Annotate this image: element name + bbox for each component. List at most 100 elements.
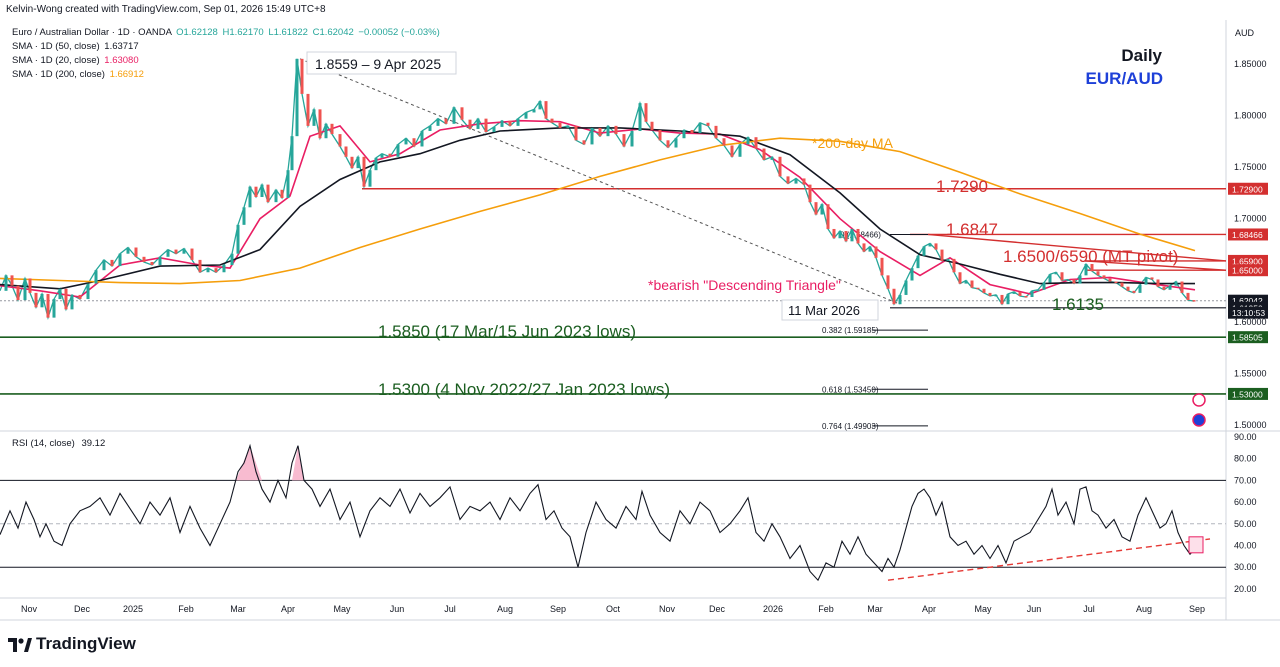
time-tick-label: Sep (550, 604, 566, 614)
candle-body (260, 184, 264, 197)
candle-body (1018, 291, 1022, 296)
candle-body (1054, 272, 1058, 275)
sma200-value: 1.66912 (109, 69, 144, 80)
candle-body (778, 156, 782, 177)
rsi-label: RSI (14, close) (12, 438, 75, 449)
candle-body (290, 136, 294, 171)
candle-body (452, 107, 456, 124)
currency-label[interactable]: AUD (1235, 28, 1255, 38)
candle-body (356, 156, 360, 169)
candle-body (1036, 289, 1040, 292)
pivot-annotation: 1.6500/6590 (MT pivot) (1003, 247, 1178, 266)
candle-body (126, 247, 130, 254)
rsi-overbought-fill (292, 445, 304, 481)
candle-body (174, 249, 178, 254)
price-tag-label: 1.65900 (1232, 256, 1263, 266)
time-tick-label: May (333, 604, 351, 614)
candle-body (1030, 290, 1034, 298)
candle-body (70, 294, 74, 310)
candle-body (1084, 264, 1088, 276)
candle-body (286, 170, 290, 199)
resistance-16847-annotation: 1.6847 (946, 220, 998, 239)
sma200-legend[interactable]: SMA · 1D (200, close) 1.66912 (12, 69, 144, 80)
candle-body (928, 243, 932, 247)
rsi-tick-label: 70.00 (1234, 475, 1257, 485)
sma50-legend[interactable]: SMA · 1D (50, close) 1.63717 (12, 41, 139, 52)
candle-body (16, 285, 20, 301)
candle-body (318, 109, 322, 139)
rsi-tick-label: 20.00 (1234, 584, 1257, 594)
candle-body (714, 125, 718, 139)
candle-body (850, 228, 854, 242)
price-line (0, 58, 1195, 320)
candle-body (606, 125, 610, 137)
candle-body (820, 204, 824, 215)
candle-body (690, 129, 694, 134)
candle-body (988, 292, 992, 296)
price-tag-label: 1.72900 (1232, 184, 1263, 194)
candle-body (368, 170, 372, 187)
candle-body (230, 253, 234, 266)
candle-body (492, 126, 496, 133)
candle-body (266, 184, 270, 203)
candle-body (34, 292, 38, 308)
candle-body (324, 123, 328, 139)
candle-body (698, 122, 702, 134)
candle-body (1162, 286, 1166, 290)
candle-body (524, 112, 528, 119)
candle-body (134, 247, 138, 257)
candle-body (1060, 272, 1064, 281)
time-tick-label: May (974, 604, 992, 614)
date-label-box (781, 299, 879, 321)
candle-body (306, 93, 310, 126)
candle-body (934, 243, 938, 250)
time-tick-label: Jul (1083, 604, 1095, 614)
candle-body (404, 138, 408, 145)
countdown-label: 13:10:53 (1232, 308, 1265, 318)
candle-body (666, 140, 670, 148)
candle-body (396, 144, 400, 157)
candle-body (550, 118, 554, 123)
candle-body (946, 258, 950, 261)
candle-body (198, 259, 202, 273)
candle-body (1192, 300, 1196, 302)
symbol-title: EUR/AUD (1085, 69, 1163, 88)
price-tick-label: 1.70000 (1234, 214, 1267, 224)
candle-body (574, 125, 578, 141)
candle-body (598, 127, 602, 137)
rsi-highlight-box (1188, 536, 1204, 554)
candle-body (1042, 282, 1046, 290)
support-16135-annotation: 1.6135 (1052, 295, 1104, 314)
instrument-legend: Euro / Australian Dollar · 1D · OANDA O1… (12, 27, 440, 38)
candle-body (1108, 278, 1112, 282)
sma20-legend[interactable]: SMA · 1D (20, close) 1.63080 (12, 55, 139, 66)
rsi-tick-label: 80.00 (1234, 454, 1257, 464)
candle-body (892, 288, 896, 305)
candle-body (344, 146, 348, 157)
candle-body (428, 125, 432, 132)
candle-body (762, 148, 766, 160)
candle-body (1066, 279, 1070, 281)
candle-body (880, 257, 884, 276)
peak-trendline (299, 58, 901, 305)
price-tag (1228, 228, 1268, 241)
candle-body (248, 186, 252, 208)
sma200-line (0, 137, 1196, 285)
candle-body (970, 280, 974, 288)
candle-body (630, 131, 634, 147)
candle-body (1114, 281, 1118, 284)
time-tick-label: Feb (178, 604, 194, 614)
candle-body (952, 258, 956, 273)
candle-body (4, 275, 8, 291)
candle-body (844, 231, 848, 242)
candle-body (86, 283, 90, 300)
created-by-text: Kelvin-Wong created with TradingView.com… (6, 4, 326, 15)
candle-body (722, 138, 726, 146)
candle-body (1102, 275, 1106, 279)
candle-body (484, 118, 488, 133)
price-tag-label: 1.65000 (1232, 266, 1263, 276)
rsi-legend[interactable]: RSI (14, close) 39.12 (12, 438, 105, 449)
time-tick-label: Mar (867, 604, 883, 614)
candle-body (362, 156, 366, 187)
